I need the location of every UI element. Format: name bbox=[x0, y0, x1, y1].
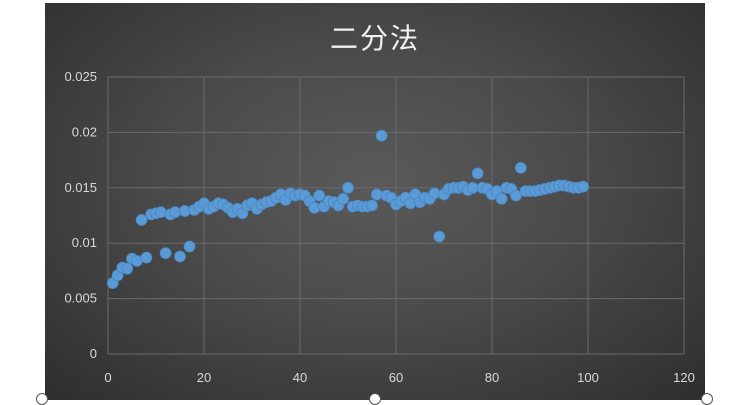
data-point bbox=[510, 189, 522, 202]
data-point bbox=[135, 214, 148, 226]
y-tick-label: 0.01 bbox=[72, 235, 97, 250]
chart-title: 二分法 bbox=[329, 22, 420, 55]
data-point bbox=[375, 129, 388, 142]
data-point bbox=[433, 230, 446, 243]
y-tick-label: 0.015 bbox=[64, 180, 97, 195]
x-tick-label: 60 bbox=[389, 370, 403, 385]
y-tick-label: 0.005 bbox=[64, 291, 97, 306]
data-point bbox=[174, 250, 186, 263]
data-point bbox=[471, 167, 484, 180]
data-point bbox=[159, 247, 172, 260]
x-tick-label: 80 bbox=[485, 370, 499, 385]
x-tick-label: 120 bbox=[673, 370, 695, 385]
data-point bbox=[313, 189, 326, 202]
data-point bbox=[577, 180, 590, 193]
data-point bbox=[342, 181, 354, 194]
x-tick-label: 0 bbox=[104, 370, 111, 385]
data-point bbox=[366, 199, 378, 212]
y-tick-label: 0.025 bbox=[64, 69, 97, 84]
data-point bbox=[514, 161, 527, 174]
x-tick-label: 20 bbox=[197, 370, 211, 385]
data-point bbox=[121, 262, 134, 275]
chart-area: 二分法 0 0.005 0.01 0.015 0.02 0.025 0 20 40 60 80 100… bbox=[45, 3, 705, 400]
data-point bbox=[154, 206, 167, 219]
resize-handle-bottom-left[interactable] bbox=[36, 393, 48, 405]
x-tick-label: 100 bbox=[577, 370, 599, 385]
resize-handle-bottom-center[interactable] bbox=[369, 393, 381, 405]
y-tick-label: 0.02 bbox=[72, 124, 97, 139]
data-point bbox=[337, 192, 350, 205]
data-point bbox=[140, 251, 153, 264]
plot-svg: 0 0.005 0.01 0.015 0.02 0.025 0 20 40 60 80 100 120 bbox=[64, 69, 695, 385]
data-point bbox=[183, 240, 196, 253]
y-tick-label: 0 bbox=[90, 346, 97, 361]
x-tick-label: 40 bbox=[293, 370, 307, 385]
data-point bbox=[495, 192, 508, 205]
resize-handle-bottom-right[interactable] bbox=[701, 393, 713, 405]
